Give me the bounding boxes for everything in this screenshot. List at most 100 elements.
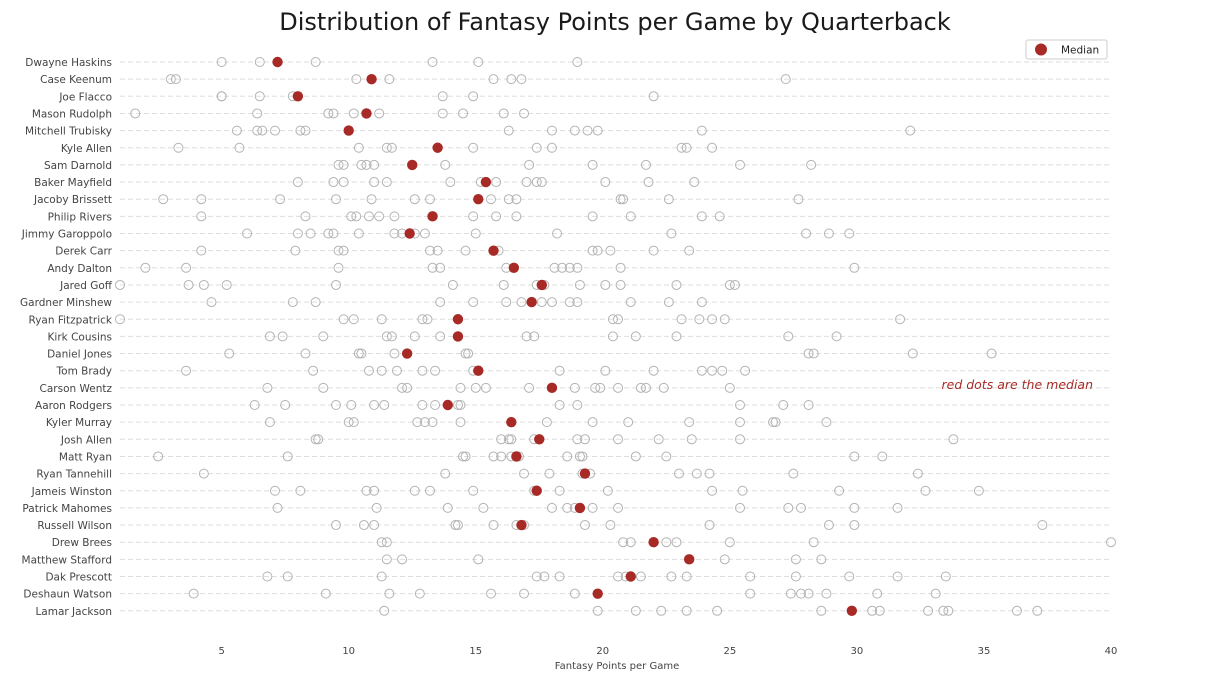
data-point <box>600 279 611 290</box>
data-point <box>849 502 860 513</box>
series-points-josh-allen <box>310 434 959 445</box>
data-point <box>381 142 392 153</box>
data-point <box>356 348 367 359</box>
series-points-daniel-jones <box>224 348 997 359</box>
data-point <box>694 314 705 325</box>
data-point <box>521 331 532 342</box>
data-point <box>580 520 591 531</box>
data-point <box>343 417 354 428</box>
data-point <box>455 417 466 428</box>
data-point <box>369 177 380 188</box>
data-point <box>696 297 707 308</box>
data-point <box>770 417 781 428</box>
data-point <box>607 331 618 342</box>
y-tick-label-aaron-rodgers: Aaron Rodgers <box>35 400 112 412</box>
data-point <box>663 194 674 205</box>
data-point <box>450 520 461 531</box>
data-point <box>684 417 695 428</box>
data-point <box>196 194 207 205</box>
data-point <box>437 108 448 119</box>
data-point <box>663 297 674 308</box>
data-point <box>234 142 245 153</box>
data-point <box>389 348 400 359</box>
x-tick-label-30: 30 <box>851 646 864 657</box>
series-points-sam-darnold <box>333 159 817 170</box>
y-tick-label-philip-rivers: Philip Rivers <box>48 211 112 223</box>
data-point <box>173 142 184 153</box>
data-point <box>491 211 502 222</box>
data-point <box>458 108 469 119</box>
median-point-tom-brady <box>473 365 484 376</box>
data-point <box>524 159 535 170</box>
data-point <box>488 451 499 462</box>
data-point <box>595 382 606 393</box>
data-point <box>351 211 362 222</box>
median-point-aaron-rodgers <box>442 399 453 411</box>
median-point-andy-dalton <box>508 262 520 273</box>
data-point <box>849 520 860 531</box>
y-tick-label-jared-goff: Jared Goff <box>59 280 113 292</box>
data-point <box>374 211 385 222</box>
data-point <box>938 605 949 616</box>
data-point <box>381 331 392 342</box>
data-point <box>358 520 369 531</box>
data-point <box>330 520 341 531</box>
y-tick-label-carson-wentz: Carson Wentz <box>40 383 113 395</box>
data-point <box>895 314 906 325</box>
data-point <box>785 588 796 599</box>
data-point <box>488 520 499 531</box>
data-point <box>643 177 654 188</box>
data-point <box>549 262 560 273</box>
data-point <box>272 502 283 513</box>
data-point <box>310 57 321 67</box>
data-point <box>300 125 311 136</box>
data-point <box>844 228 855 239</box>
data-point <box>452 520 463 531</box>
data-point <box>470 228 481 239</box>
data-point <box>249 400 260 410</box>
data-point <box>686 434 697 445</box>
data-point <box>292 177 303 188</box>
data-point <box>656 605 667 616</box>
data-point <box>676 314 687 325</box>
data-point <box>531 142 542 153</box>
data-point <box>435 262 446 273</box>
data-point <box>630 605 641 616</box>
data-point <box>491 177 502 188</box>
data-point <box>587 417 598 428</box>
data-point <box>569 125 580 136</box>
y-tick-label-jacoby-brissett: Jacoby Brissett <box>33 194 112 206</box>
data-point <box>389 228 400 239</box>
data-point <box>907 348 918 359</box>
data-point <box>803 348 814 359</box>
data-point <box>379 605 390 616</box>
data-point <box>427 57 438 67</box>
data-point <box>808 348 819 359</box>
data-point <box>440 468 451 479</box>
series-points-gardner-minshew <box>206 297 707 308</box>
data-point <box>834 485 845 496</box>
y-tick-label-gardner-minshew: Gardner Minshew <box>20 297 112 309</box>
data-point <box>264 417 275 428</box>
data-point <box>587 211 598 222</box>
data-point <box>478 502 489 513</box>
data-point <box>724 537 735 548</box>
data-point <box>419 417 430 428</box>
median-point-dwayne-haskins <box>272 56 283 68</box>
series-points-aaron-rodgers <box>249 400 814 410</box>
data-point <box>295 485 306 496</box>
data-point <box>788 468 799 479</box>
data-point <box>529 331 540 342</box>
data-point <box>115 279 125 290</box>
data-point <box>252 108 263 119</box>
data-point <box>485 194 496 205</box>
data-point <box>295 125 306 136</box>
data-point <box>468 142 479 153</box>
data-point <box>569 382 580 393</box>
data-point <box>384 74 395 85</box>
median-point-mason-rudolph <box>361 108 372 119</box>
data-point <box>564 297 575 308</box>
data-point <box>432 245 443 256</box>
series-points-kyler-murray <box>264 417 832 428</box>
data-point <box>196 245 207 256</box>
